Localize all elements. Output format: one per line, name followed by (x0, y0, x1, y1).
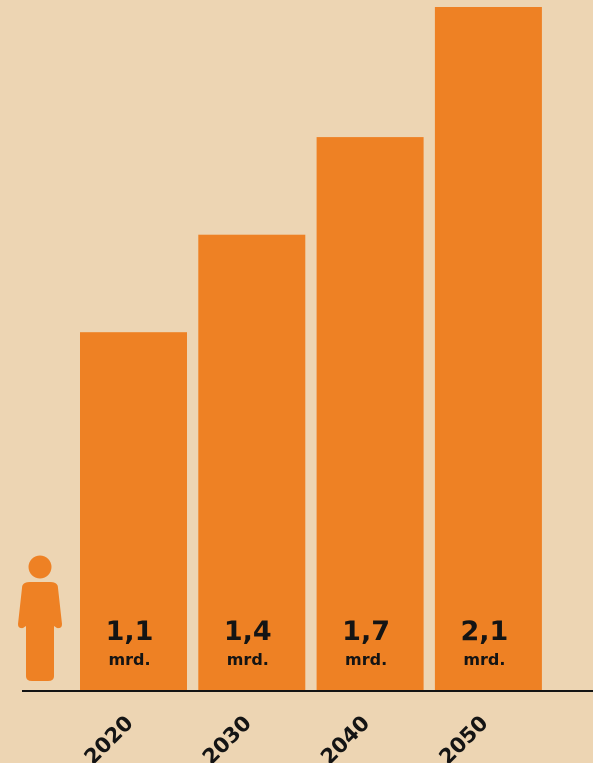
bar-2020 (80, 332, 187, 690)
bars-group (80, 7, 542, 691)
unit-label-2020: mrd. (108, 650, 150, 669)
person-body (18, 582, 62, 681)
x-tick-2050: 2050 (434, 711, 492, 763)
unit-label-2030: mrd. (227, 650, 269, 669)
x-tick-2030: 2030 (198, 711, 256, 763)
person-head (28, 555, 52, 579)
value-label-2040: 1,7 (342, 616, 390, 647)
x-tick-2020: 2020 (79, 711, 137, 763)
unit-label-2040: mrd. (345, 650, 387, 669)
x-tick-labels-group: 2020 2030 2040 2050 (79, 711, 492, 763)
person-icon (18, 555, 62, 681)
value-label-2030: 1,4 (224, 616, 272, 647)
value-label-2050: 2,1 (460, 616, 508, 647)
value-label-2020: 1,1 (106, 616, 154, 647)
unit-label-2050: mrd. (463, 650, 505, 669)
bar-2030 (198, 234, 306, 690)
bar-2040 (316, 137, 424, 691)
x-tick-2040: 2040 (316, 711, 374, 763)
value-labels-group: 1,1 mrd. 1,4 mrd. 1,7 mrd. 2,1 mrd. (106, 616, 509, 669)
bar-2050 (434, 7, 542, 690)
